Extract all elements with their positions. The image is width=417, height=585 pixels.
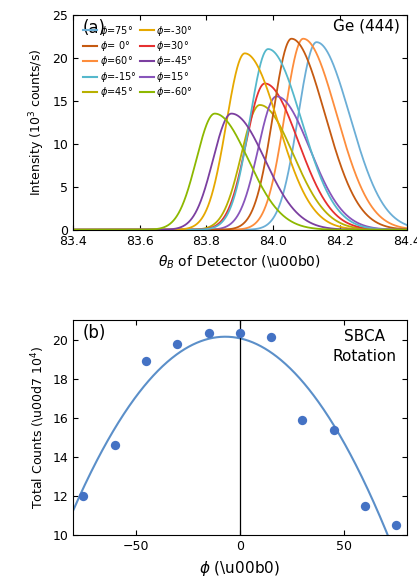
Point — [205, 328, 212, 338]
Point — [111, 441, 118, 450]
Point — [143, 356, 149, 366]
Point — [362, 501, 368, 511]
X-axis label: $\theta_B$ of Detector (\u00b0): $\theta_B$ of Detector (\u00b0) — [158, 253, 321, 271]
Text: (b): (b) — [83, 325, 106, 342]
Point — [174, 339, 181, 348]
Text: (a): (a) — [83, 19, 106, 37]
Legend: $\phi$=75°, $\phi$=  0°, $\phi$=60°, $\phi$=-15°, $\phi$=45°, $\phi$=-30°, $\phi: $\phi$=75°, $\phi$= 0°, $\phi$=60°, $\ph… — [81, 22, 195, 101]
Text: Ge (444): Ge (444) — [333, 19, 400, 34]
Point — [236, 328, 243, 338]
X-axis label: $\phi$ (\u00b0): $\phi$ (\u00b0) — [199, 559, 280, 578]
Point — [268, 332, 274, 342]
Point — [80, 491, 87, 501]
Y-axis label: Intensity (10$^3$ counts/s): Intensity (10$^3$ counts/s) — [27, 49, 47, 196]
Point — [393, 521, 399, 530]
Point — [299, 415, 306, 425]
Text: SBCA
Rotation: SBCA Rotation — [333, 329, 397, 363]
Y-axis label: Total Counts (\u00d7 10$^4$): Total Counts (\u00d7 10$^4$) — [29, 346, 47, 510]
Point — [330, 425, 337, 434]
